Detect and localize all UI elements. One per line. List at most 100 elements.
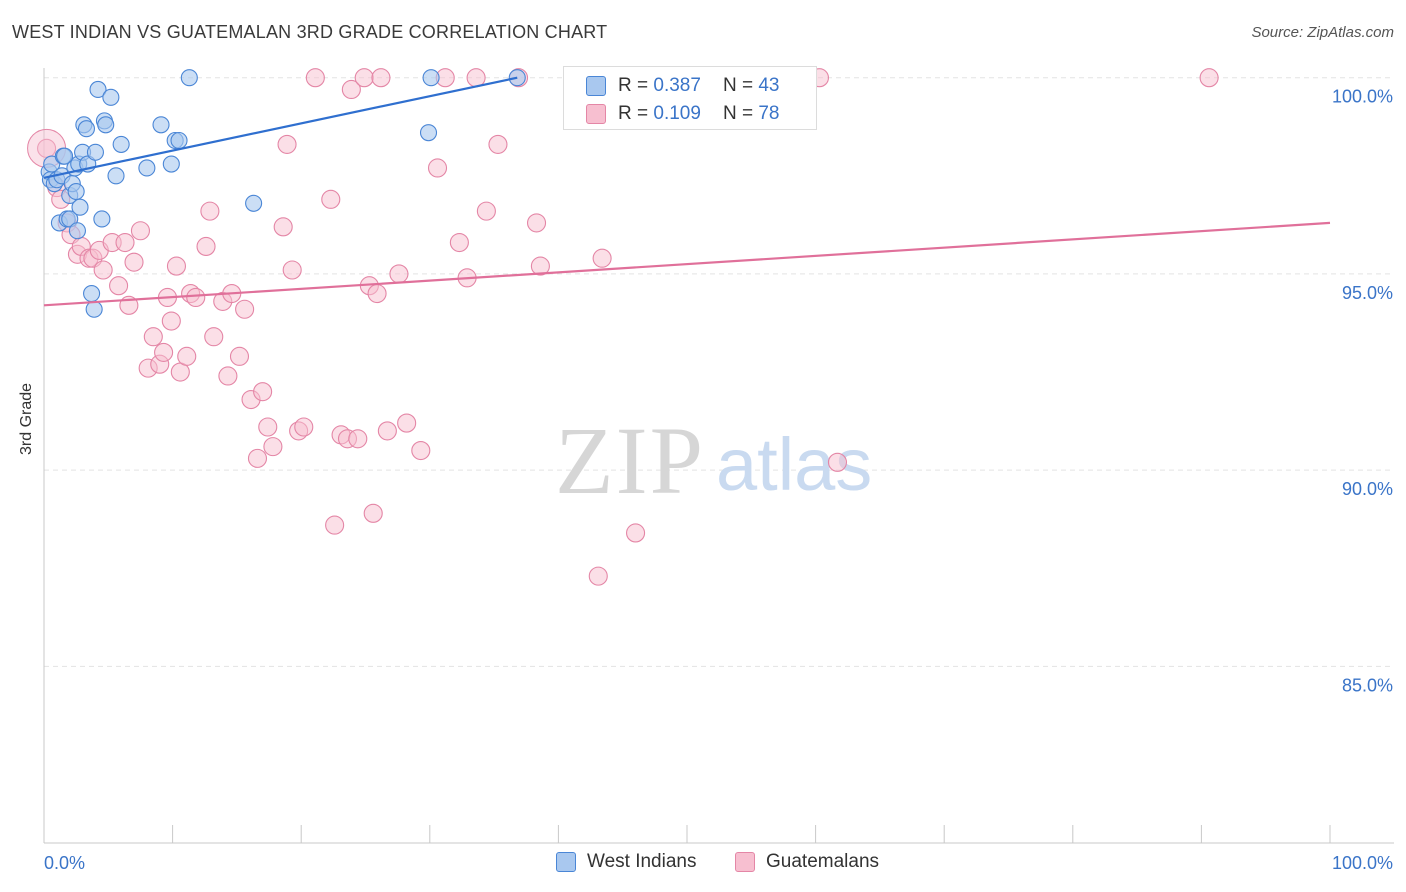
guatemalans-point	[389, 264, 409, 284]
watermark-atlas: atlas	[716, 423, 872, 506]
guatemalans-point	[411, 440, 431, 461]
legend-swatch-blue	[586, 76, 606, 96]
guatemalans-point	[476, 201, 496, 221]
west-indians-point	[152, 116, 170, 134]
guatemalans-point	[526, 213, 547, 233]
guatemalans-point	[196, 236, 216, 257]
tick-labels: 100.0% 95.0% 90.0% 85.0% 0.0% 100.0%	[44, 87, 1393, 873]
guatemalans-point	[827, 452, 848, 472]
y-tick-label: 95.0%	[1342, 283, 1393, 303]
west-indians-point	[180, 69, 198, 87]
guatemalans-point	[115, 232, 135, 253]
guatemalans-point	[273, 217, 293, 237]
guatemalans-point	[143, 327, 163, 347]
bottom-legend-swatch-pink	[735, 852, 755, 872]
legend-r-label: R =	[618, 75, 649, 96]
guatemalans-point	[397, 413, 417, 433]
guatemalans-point	[321, 189, 341, 209]
bottom-legend-west-indians: West Indians	[556, 851, 696, 873]
guatemalans-point	[626, 523, 646, 543]
guatemalans-point	[354, 68, 374, 88]
y-tick-label: 100.0%	[1332, 87, 1393, 107]
guatemalans-point	[371, 68, 391, 88]
guatemalans-point	[247, 448, 268, 468]
stats-legend: R = 0.387 N = 43 R = 0.109 N = 78	[563, 66, 817, 130]
guatemalans-point	[488, 134, 508, 154]
guatemalans-point	[377, 421, 397, 441]
watermark: ZIP atlas	[555, 407, 872, 514]
guatemalans-point	[1199, 68, 1219, 88]
bottom-legend-label: Guatemalans	[766, 851, 880, 872]
legend-n-value: 78	[758, 103, 780, 124]
west-indians-point	[67, 182, 85, 201]
legend-n-value: 43	[758, 75, 780, 96]
guatemalans-point	[263, 437, 283, 457]
y-tick-label: 85.0%	[1342, 675, 1393, 695]
west-indians-point	[56, 147, 74, 165]
bottom-legend-label: West Indians	[587, 851, 697, 872]
guatemalans-point	[592, 248, 612, 268]
guatemalans-point	[588, 566, 608, 586]
guatemalans-point	[229, 346, 250, 366]
y-tick-label: 90.0%	[1342, 479, 1393, 499]
guatemalans-point	[204, 327, 224, 347]
west-indians-trend-line	[43, 76, 518, 179]
west-indians-point	[162, 155, 180, 173]
guatemalans-point	[186, 287, 206, 308]
west-indians-point	[93, 210, 111, 228]
west-indians-point	[245, 194, 263, 212]
legend-row-west-indians: R = 0.387 N = 43	[586, 73, 779, 99]
guatemalans-point	[348, 429, 368, 449]
guatemalans-point	[124, 252, 144, 272]
guatemalans-point	[305, 68, 325, 88]
guatemalans-point	[282, 260, 302, 280]
watermark-zip: ZIP	[555, 407, 705, 514]
legend-r-value: 0.387	[653, 75, 701, 96]
guatemalans-point	[258, 417, 278, 437]
west-indians-point	[83, 285, 101, 303]
west-indians-point	[85, 300, 103, 318]
bottom-legend-guatemalans: Guatemalans	[735, 851, 879, 873]
west-indians-point	[107, 167, 125, 185]
west-indians-point	[419, 124, 438, 142]
west-indians-point	[61, 210, 79, 228]
legend-swatch-pink	[586, 104, 606, 124]
west-indians-points	[40, 69, 790, 318]
guatemalans-point	[200, 201, 220, 221]
guatemalans-point	[294, 417, 314, 437]
guatemalans-point	[363, 503, 383, 523]
bottom-legend-swatch-blue	[556, 852, 576, 872]
guatemalans-point	[130, 221, 150, 241]
guatemalans-point	[166, 256, 187, 276]
axes	[43, 68, 1394, 844]
guatemalans-point	[325, 515, 345, 535]
guatemalans-point	[154, 342, 174, 362]
legend-row-guatemalans: R = 0.109 N = 78	[586, 101, 779, 127]
west-indians-point	[102, 88, 120, 106]
west-indians-point	[86, 143, 104, 161]
legend-r-value: 0.109	[653, 103, 701, 124]
guatemalans-point	[109, 276, 129, 296]
guatemalans-point	[253, 382, 273, 402]
guatemalans-point	[161, 311, 181, 331]
grid-lines	[44, 77, 1390, 667]
legend-r-label: R =	[618, 103, 649, 124]
guatemalans-point	[277, 134, 297, 154]
west-indians-point	[97, 116, 115, 134]
west-indians-point	[422, 69, 440, 87]
legend-n-label: N =	[722, 75, 754, 96]
guatemalans-point	[530, 256, 550, 276]
west-indians-point	[71, 198, 89, 216]
west-indians-point	[112, 135, 130, 153]
guatemalans-point	[93, 260, 113, 280]
west-indians-point	[89, 80, 107, 99]
west-indians-point	[138, 159, 156, 177]
west-indians-point	[68, 222, 86, 240]
guatemalans-point	[235, 299, 255, 319]
west-indians-point	[170, 131, 188, 150]
west-indians-point	[77, 120, 95, 138]
guatemalans-point	[177, 346, 197, 366]
guatemalans-point	[367, 284, 387, 304]
trend-lines	[43, 76, 1331, 307]
